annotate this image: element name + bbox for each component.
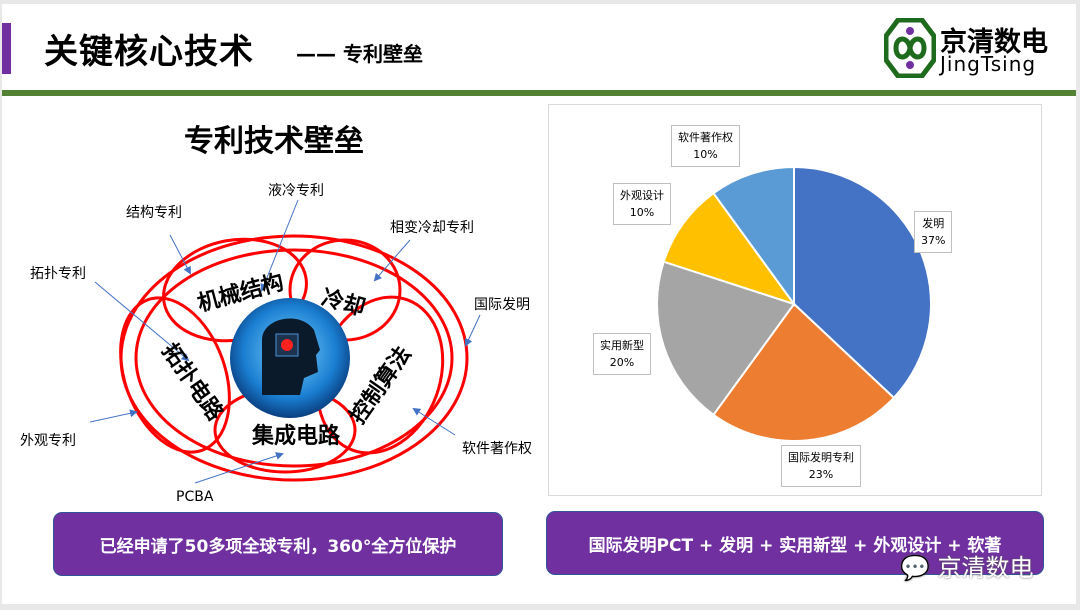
- label-pct: 10%: [693, 148, 718, 161]
- callout-arrows: [89, 199, 481, 484]
- label-name: 发明: [922, 217, 945, 230]
- logo: 京清数电 JingTsing: [883, 17, 1080, 79]
- label-pct: 37%: [921, 234, 946, 247]
- pie-slice-1: [712, 302, 896, 442]
- title-accent-bar: [2, 23, 11, 74]
- label-name: 软件著作权: [678, 131, 733, 144]
- patent-pie-chart: 发明 37% 国际发明专利 23% 实用新型 20% 外观设计 10% 软件著作权 10%: [548, 104, 1042, 496]
- left-summary-banner: 已经申请了50多项全球专利，360°全方位保护: [53, 512, 503, 576]
- data-label-0: 发明 37%: [914, 211, 953, 253]
- logo-text-en: JingTsing: [940, 52, 1037, 76]
- petal-integrated-circuit: 集成电路: [252, 424, 341, 449]
- watermark-text: 京清数电: [937, 554, 1034, 582]
- callout-intl-invention: 国际发明: [474, 297, 530, 313]
- callout-phase-change: 相变冷却专利: [390, 220, 474, 236]
- data-label-3: 外观设计 10%: [613, 183, 671, 225]
- data-label-1: 国际发明专利 23%: [781, 445, 861, 487]
- data-label-2: 实用新型 20%: [593, 333, 651, 375]
- callout-structure: 结构专利: [126, 205, 182, 221]
- subtitle-text: 专利壁垒: [342, 42, 423, 66]
- label-name: 外观设计: [620, 189, 664, 202]
- page-subtitle: —— 专利壁垒: [296, 38, 423, 67]
- right-summary-banner: 国际发明PCT + 发明 + 实用新型 + 外观设计 + 软著: [546, 511, 1044, 575]
- callout-topology: 拓扑专利: [30, 266, 86, 282]
- label-name: 国际发明专利: [788, 451, 854, 464]
- label-pct: 20%: [609, 356, 635, 369]
- callout-liquid-cooling: 液冷专利: [268, 183, 324, 199]
- label-pct: 23%: [808, 468, 834, 481]
- header-divider: [2, 90, 1076, 96]
- wechat-icon: 💬: [900, 554, 930, 582]
- wechat-watermark: 💬 京清数电: [900, 548, 1034, 583]
- callout-software: 软件著作权: [462, 441, 532, 457]
- diagram-rings: [119, 234, 469, 482]
- diagram-title: 专利技术壁垒: [184, 124, 364, 159]
- pie-slice-3: [662, 191, 797, 306]
- data-label-4: 软件著作权 10%: [671, 125, 740, 167]
- pie-slice-2: [656, 260, 796, 417]
- label-name: 实用新型: [600, 339, 644, 352]
- dash: ——: [296, 42, 336, 66]
- logo-text-cn: 京清数电: [940, 27, 1048, 58]
- page-title: 关键核心技术: [44, 32, 254, 72]
- pie-svg: [656, 165, 932, 442]
- label-pct: 10%: [629, 206, 655, 219]
- callout-design: 外观专利: [20, 433, 76, 449]
- pie-slice-4: [712, 165, 795, 308]
- logo-mark-icon: [883, 17, 937, 79]
- callout-pcba: PCBA: [176, 489, 214, 505]
